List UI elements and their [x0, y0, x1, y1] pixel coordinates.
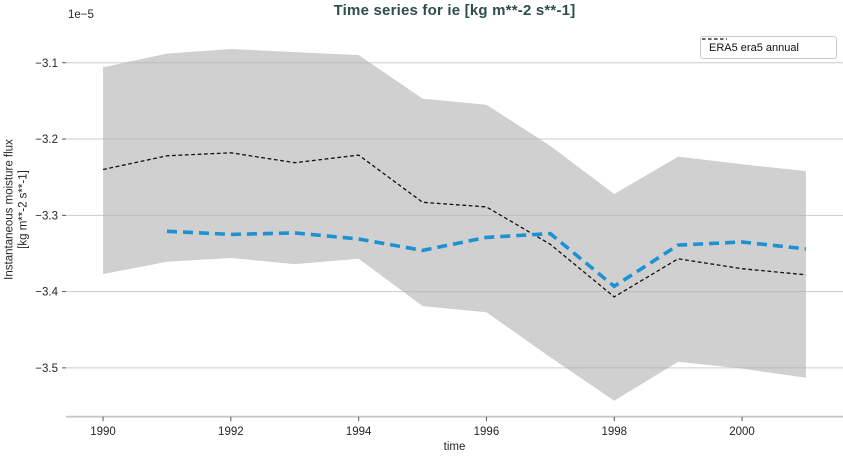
y-axis-label-line2: [kg m**-2 s**-1]: [17, 170, 29, 249]
y-tick-label: −3.1: [35, 58, 58, 70]
legend-dashed-line-swatch: [702, 38, 727, 40]
x-tick-label: 1994: [346, 426, 372, 438]
legend-entry-label: ERA5 era5 annual: [709, 41, 799, 54]
blue-thick-dashed-line: [166, 229, 807, 289]
x-tick-label: 1996: [474, 426, 500, 438]
y-tick-label: −3.5: [35, 363, 58, 375]
x-axis-label: time: [443, 441, 466, 453]
x-tick-label: 1998: [601, 426, 627, 438]
legend-box: ERA5 era5 annual: [700, 36, 837, 59]
chart-title: Time series for ie [kg m**-2 s**-1]: [333, 2, 576, 19]
era5-annual-dashed-line: [102, 152, 806, 298]
y-tick-label: −3.3: [35, 210, 58, 222]
y-axis-label: Instantaneous moisture flux [kg m**-2 s*…: [4, 105, 31, 315]
y-axis-offset-factor: 1e−5: [68, 9, 94, 21]
axis-tick-labels: 1990 1992 1994 1996 1998 2000 −3.1 −3.2 −3.3 −3.4…: [35, 58, 755, 438]
x-tick-label: 1990: [90, 426, 116, 438]
y-tick-label: −3.2: [35, 134, 58, 146]
y-tick-label: −3.4: [35, 287, 58, 299]
uncertainty-band: [103, 49, 806, 401]
y-axis-label-line1: Instantaneous moisture flux: [3, 139, 16, 280]
axis-ticks: [62, 62, 743, 422]
x-tick-label: 2000: [729, 426, 755, 438]
x-tick-label: 1992: [218, 426, 244, 438]
